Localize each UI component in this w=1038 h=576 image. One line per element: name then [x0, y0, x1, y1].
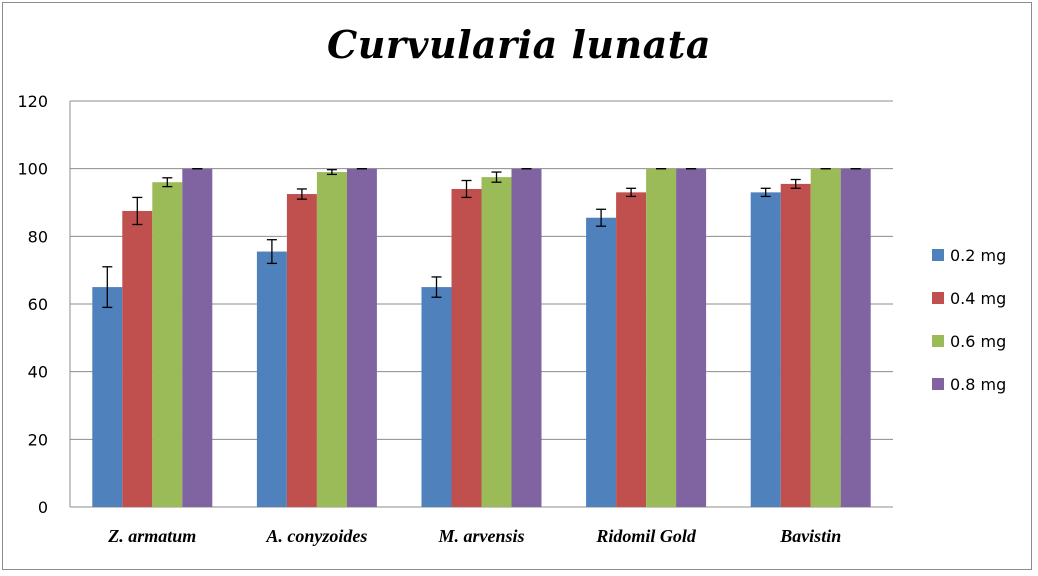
bar — [256, 251, 287, 507]
bar — [451, 188, 482, 507]
bar — [316, 172, 347, 508]
bar — [481, 177, 512, 507]
bar — [810, 168, 841, 507]
bar — [346, 168, 377, 507]
bar — [646, 168, 677, 507]
y-tick-label: 80 — [28, 227, 48, 246]
legend-swatch — [932, 378, 944, 390]
y-tick-label: 20 — [28, 430, 48, 449]
y-tick-label: 0 — [38, 498, 48, 517]
bar — [122, 210, 153, 508]
legend-label: 0.6 mg — [950, 332, 1006, 351]
legend-label: 0.4 mg — [950, 289, 1006, 308]
legend-swatch — [932, 249, 944, 261]
bar — [780, 183, 811, 507]
bar — [676, 168, 707, 507]
legend-label: 0.2 mg — [950, 246, 1006, 265]
bar — [616, 192, 647, 507]
bar — [182, 168, 213, 507]
x-category-label: A. conyzoides — [265, 526, 367, 546]
x-category-label: Z. armatum — [107, 526, 196, 546]
y-tick-label: 120 — [17, 92, 48, 111]
bar — [586, 217, 617, 507]
bar — [511, 168, 542, 507]
bar — [840, 168, 871, 507]
bar — [750, 192, 781, 507]
legend-label: 0.8 mg — [950, 375, 1006, 394]
x-category-label: M. arvensis — [437, 526, 524, 546]
y-tick-label: 40 — [28, 363, 48, 382]
y-tick-label: 60 — [28, 295, 48, 314]
x-category-label: Bavistin — [779, 526, 841, 546]
x-category-label: Ridomil Gold — [595, 526, 697, 546]
bar — [286, 194, 317, 507]
y-tick-label: 100 — [17, 160, 48, 179]
chart-title: Curvularia lunata — [327, 22, 711, 67]
bar — [92, 287, 123, 507]
legend-swatch — [932, 335, 944, 347]
bar — [152, 182, 183, 507]
legend-swatch — [932, 292, 944, 304]
bar — [421, 287, 452, 507]
